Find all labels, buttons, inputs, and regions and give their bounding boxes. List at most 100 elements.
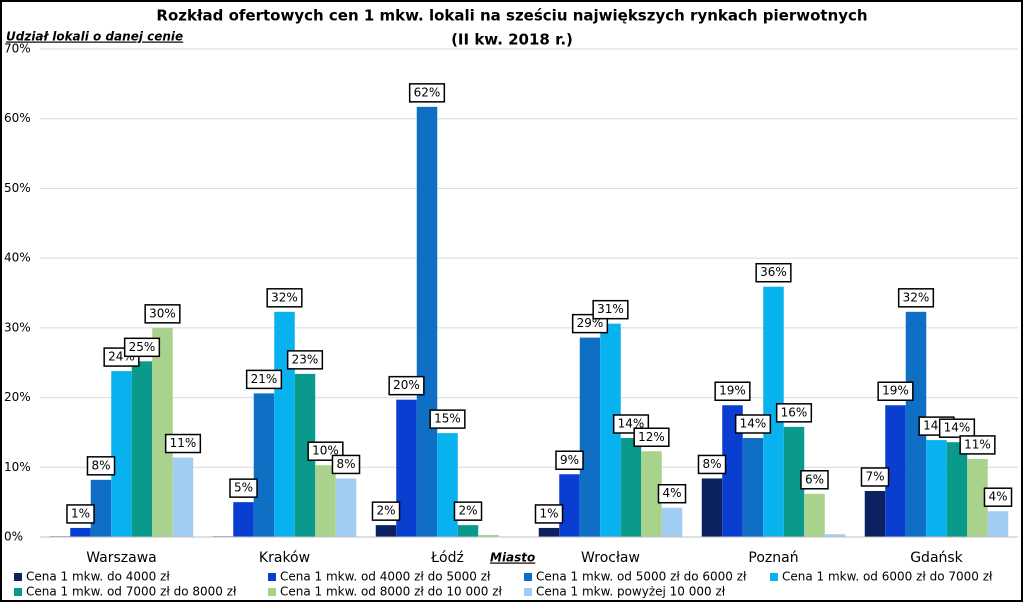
bar — [804, 493, 825, 537]
data-label: 25% — [129, 340, 156, 354]
legend-label: Cena 1 mkw. do 4000 zł — [26, 570, 170, 584]
legend-label: Cena 1 mkw. od 8000 zł do 10 000 zł — [280, 585, 502, 599]
y-axis-label: Udział lokali o danej cenie — [6, 30, 183, 44]
bar — [722, 405, 743, 537]
data-label: 11% — [964, 437, 991, 451]
data-label-box — [144, 304, 181, 324]
data-label: 32% — [903, 290, 930, 304]
legend-marker — [524, 573, 532, 581]
data-label: 5% — [234, 481, 253, 495]
data-label-box — [266, 288, 303, 308]
bar — [905, 311, 927, 537]
data-label-box — [229, 478, 258, 498]
data-label-box — [714, 381, 751, 401]
bar — [131, 361, 153, 537]
data-label-box — [633, 427, 670, 448]
data-label-box — [592, 299, 629, 320]
data-label-box — [800, 470, 829, 490]
data-label: 1% — [71, 506, 90, 520]
data-label-box — [123, 337, 161, 358]
y-tick-label: 20% — [4, 390, 31, 404]
data-label-box — [897, 288, 935, 308]
data-label: 11% — [170, 436, 197, 450]
y-tick-label: 10% — [4, 460, 31, 474]
y-tick-label: 0% — [4, 530, 23, 544]
bar — [538, 527, 560, 537]
x-tick-label: Gdańsk — [910, 550, 963, 566]
bar — [294, 373, 316, 537]
bar — [253, 393, 275, 537]
bar — [824, 534, 846, 537]
data-label-box — [697, 454, 727, 475]
data-label-box — [657, 483, 687, 504]
bar — [620, 438, 642, 537]
data-label: 23% — [292, 352, 319, 366]
data-label: 15% — [434, 412, 461, 426]
data-label: 30% — [149, 306, 176, 320]
data-label: 14% — [944, 421, 971, 435]
legend-marker — [770, 573, 778, 581]
data-label: 16% — [781, 405, 808, 419]
bar — [864, 490, 886, 537]
bar — [742, 438, 764, 537]
chart-title: Rozkład ofertowych cen 1 mkw. lokali na … — [156, 7, 867, 25]
data-label-box — [331, 454, 361, 475]
legend-label: Cena 1 mkw. od 7000 zł do 8000 zł — [26, 585, 237, 599]
data-label: 7% — [865, 469, 884, 483]
bar — [437, 433, 458, 537]
bar — [396, 399, 417, 537]
legend-label: Cena 1 mkw. od 4000 zł do 5000 zł — [280, 570, 491, 584]
legend-label: Cena 1 mkw. od 5000 zł do 6000 zł — [536, 570, 747, 584]
data-label: 19% — [882, 384, 909, 398]
data-label: 8% — [91, 458, 110, 472]
data-label: 8% — [702, 457, 721, 471]
data-label-box — [734, 414, 772, 434]
bar — [457, 525, 479, 537]
data-label-box — [555, 450, 584, 471]
bar — [335, 478, 357, 537]
chart-subtitle: (II kw. 2018 r.) — [451, 31, 573, 49]
data-label-box — [245, 369, 283, 390]
data-label: 36% — [760, 265, 787, 279]
x-tick-label: Łódź — [430, 550, 464, 566]
data-label: 19% — [719, 384, 746, 398]
legend-marker — [14, 588, 22, 596]
data-label: 2% — [376, 504, 395, 518]
data-label-box — [877, 381, 914, 401]
data-label-box — [755, 262, 792, 283]
data-label: 14% — [740, 417, 767, 431]
y-tick-label: 50% — [4, 181, 31, 195]
legend-label: Cena 1 mkw. od 6000 zł do 7000 zł — [782, 570, 993, 584]
data-label: 8% — [336, 457, 355, 471]
data-label-box — [86, 456, 116, 476]
data-label: 21% — [251, 372, 278, 386]
data-label: 9% — [560, 453, 579, 467]
data-label: 32% — [271, 290, 298, 304]
data-label: 6% — [805, 472, 824, 486]
data-label-box — [983, 487, 1013, 507]
data-label: 29% — [577, 316, 604, 330]
bar — [579, 337, 601, 537]
data-label: 4% — [988, 490, 1007, 504]
bar — [315, 465, 336, 537]
x-tick-label: Wrocław — [581, 550, 640, 566]
bar — [967, 458, 988, 537]
data-label-box — [164, 433, 202, 454]
data-label: 4% — [662, 486, 681, 500]
bar — [946, 442, 968, 537]
bar — [885, 405, 906, 537]
data-label-box — [286, 350, 324, 370]
y-tick-label: 60% — [4, 111, 31, 125]
bar — [600, 323, 621, 537]
data-label-box — [453, 501, 483, 521]
bar — [783, 426, 805, 537]
y-tick-label: 30% — [4, 320, 31, 334]
bar — [701, 478, 723, 537]
data-label: 14% — [618, 417, 645, 431]
data-label-box — [429, 409, 466, 429]
legend-label: Cena 1 mkw. powyżej 10 000 zł — [536, 585, 726, 599]
data-label: 2% — [458, 504, 477, 518]
legend-marker — [268, 573, 276, 581]
legend-marker — [14, 573, 22, 581]
